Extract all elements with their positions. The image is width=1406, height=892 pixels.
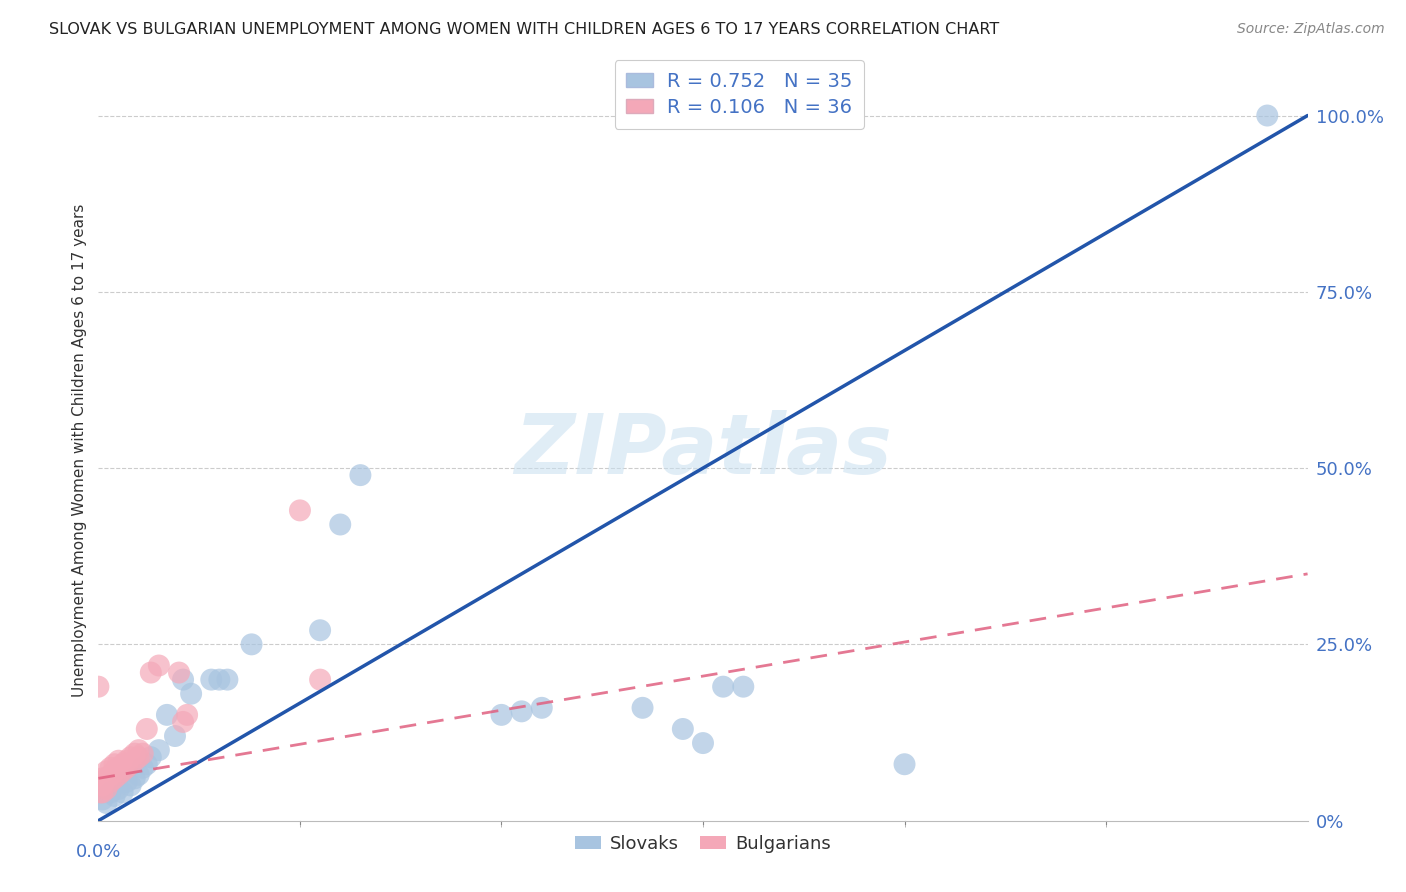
Point bbox=[167, 665, 190, 680]
Point bbox=[176, 707, 198, 722]
Point bbox=[1256, 109, 1278, 123]
Point bbox=[692, 736, 714, 750]
Point bbox=[115, 754, 138, 768]
Point bbox=[96, 764, 118, 779]
Point bbox=[200, 673, 222, 687]
Point bbox=[208, 673, 231, 687]
Point bbox=[148, 743, 170, 757]
Point bbox=[124, 772, 146, 786]
Point bbox=[309, 673, 332, 687]
Point bbox=[672, 722, 695, 736]
Point bbox=[107, 768, 129, 782]
Point bbox=[172, 673, 194, 687]
Point bbox=[148, 658, 170, 673]
Point bbox=[96, 781, 118, 796]
Point bbox=[139, 750, 162, 764]
Point bbox=[100, 768, 122, 782]
Point bbox=[128, 750, 150, 764]
Point bbox=[96, 796, 118, 810]
Point bbox=[733, 680, 755, 694]
Point bbox=[288, 503, 311, 517]
Point bbox=[100, 775, 122, 789]
Point bbox=[111, 785, 134, 799]
Point bbox=[111, 757, 134, 772]
Point bbox=[120, 757, 142, 772]
Point bbox=[128, 768, 150, 782]
Point bbox=[120, 750, 142, 764]
Point bbox=[349, 468, 371, 483]
Point bbox=[631, 701, 654, 715]
Point bbox=[240, 637, 263, 651]
Point bbox=[115, 775, 138, 789]
Text: 0.0%: 0.0% bbox=[76, 843, 121, 861]
Point bbox=[132, 761, 155, 775]
Point bbox=[120, 778, 142, 792]
Point bbox=[329, 517, 352, 532]
Point bbox=[107, 761, 129, 775]
Point bbox=[135, 757, 157, 772]
Point bbox=[89, 785, 111, 799]
Point bbox=[91, 778, 114, 792]
Point bbox=[107, 781, 129, 796]
Point bbox=[893, 757, 915, 772]
Point bbox=[124, 754, 146, 768]
Point bbox=[87, 680, 110, 694]
Point bbox=[107, 754, 129, 768]
Text: Source: ZipAtlas.com: Source: ZipAtlas.com bbox=[1237, 22, 1385, 37]
Text: ZIPatlas: ZIPatlas bbox=[515, 410, 891, 491]
Point bbox=[115, 761, 138, 775]
Point bbox=[163, 729, 186, 743]
Point bbox=[96, 772, 118, 786]
Point bbox=[111, 764, 134, 779]
Point bbox=[103, 772, 125, 786]
Point bbox=[711, 680, 734, 694]
Point bbox=[491, 707, 513, 722]
Legend: Slovaks, Bulgarians: Slovaks, Bulgarians bbox=[568, 827, 838, 860]
Point bbox=[132, 747, 155, 761]
Point bbox=[103, 764, 125, 779]
Point bbox=[128, 743, 150, 757]
Point bbox=[139, 665, 162, 680]
Point bbox=[530, 701, 553, 715]
Point bbox=[103, 757, 125, 772]
Point bbox=[217, 673, 239, 687]
Point bbox=[91, 785, 114, 799]
Point bbox=[124, 747, 146, 761]
Point bbox=[180, 687, 202, 701]
Point bbox=[91, 772, 114, 786]
Point bbox=[100, 785, 122, 799]
Point bbox=[100, 761, 122, 775]
Point bbox=[172, 714, 194, 729]
Y-axis label: Unemployment Among Women with Children Ages 6 to 17 years: Unemployment Among Women with Children A… bbox=[72, 203, 87, 698]
Point bbox=[103, 789, 125, 803]
Point bbox=[510, 704, 533, 718]
Point bbox=[309, 624, 332, 638]
Point bbox=[156, 707, 179, 722]
Point bbox=[91, 792, 114, 806]
Point bbox=[135, 722, 157, 736]
Text: SLOVAK VS BULGARIAN UNEMPLOYMENT AMONG WOMEN WITH CHILDREN AGES 6 TO 17 YEARS CO: SLOVAK VS BULGARIAN UNEMPLOYMENT AMONG W… bbox=[49, 22, 1000, 37]
